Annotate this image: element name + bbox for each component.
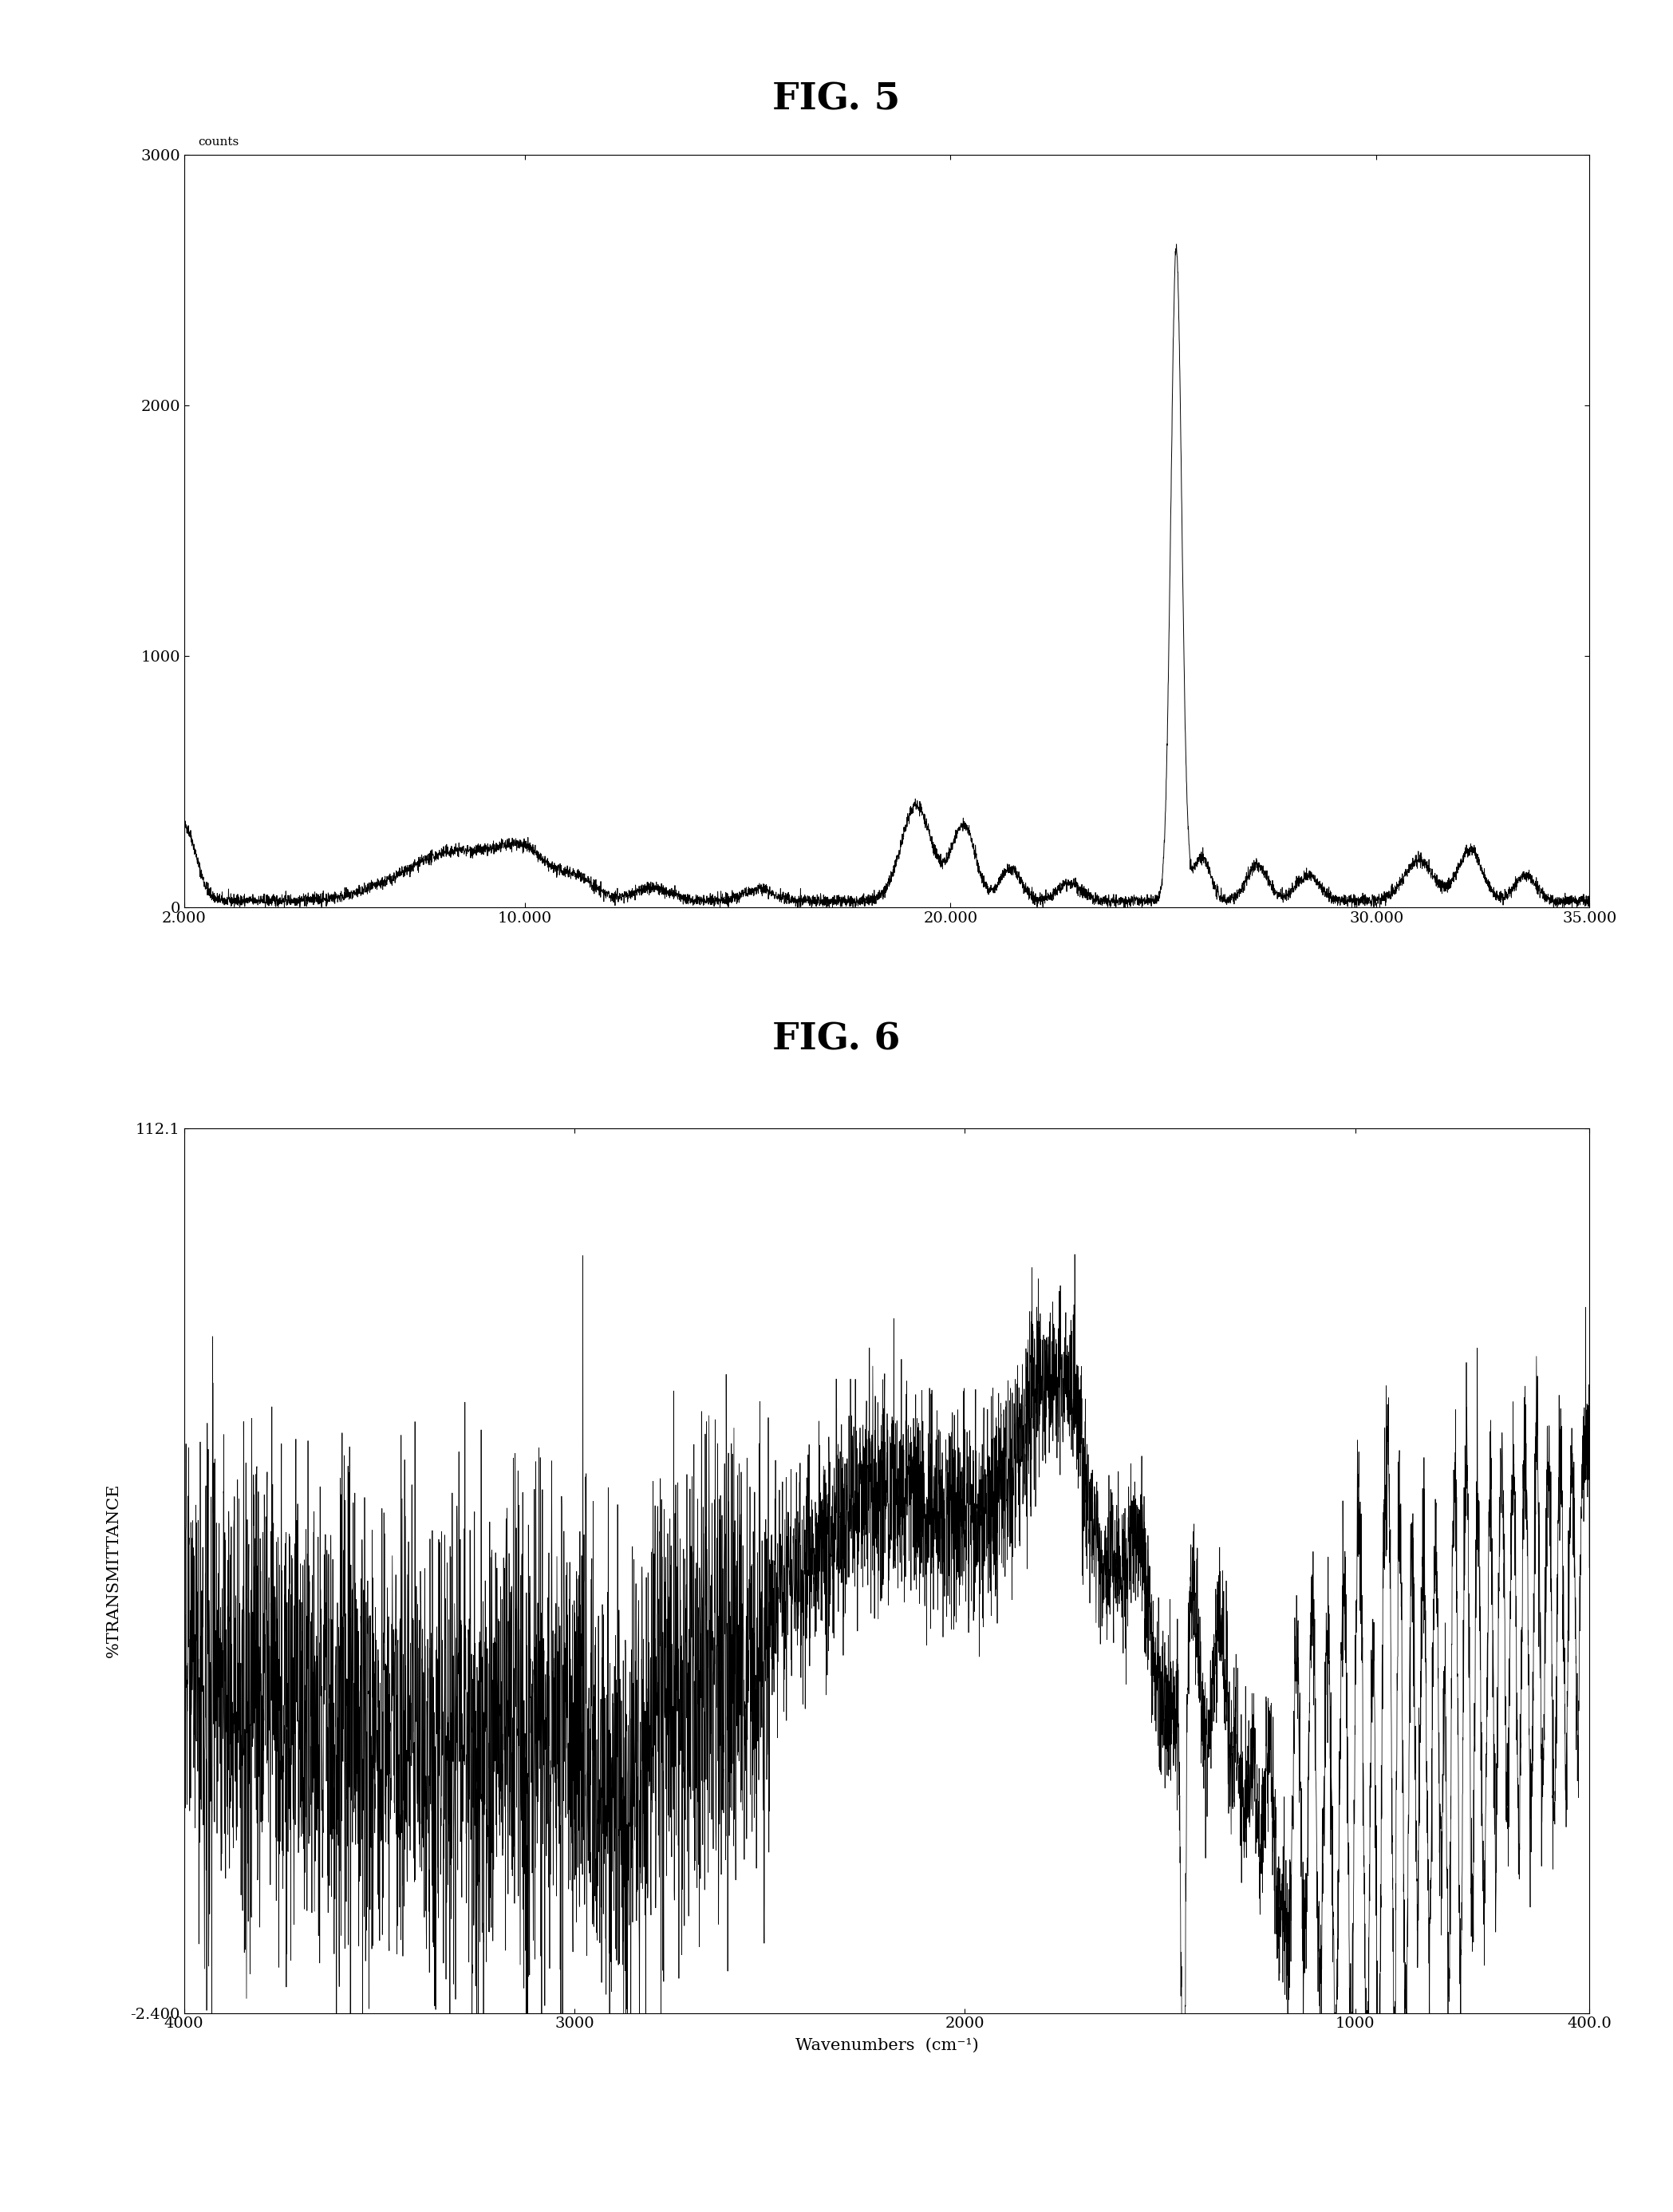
X-axis label: Wavenumbers  (cm⁻¹): Wavenumbers (cm⁻¹)	[795, 2037, 979, 2053]
Text: counts: counts	[197, 137, 239, 148]
Text: FIG. 5: FIG. 5	[773, 82, 900, 117]
Y-axis label: %TRANSMITTANCE: %TRANSMITTANCE	[107, 1484, 122, 1657]
Text: FIG. 6: FIG. 6	[773, 1022, 900, 1057]
